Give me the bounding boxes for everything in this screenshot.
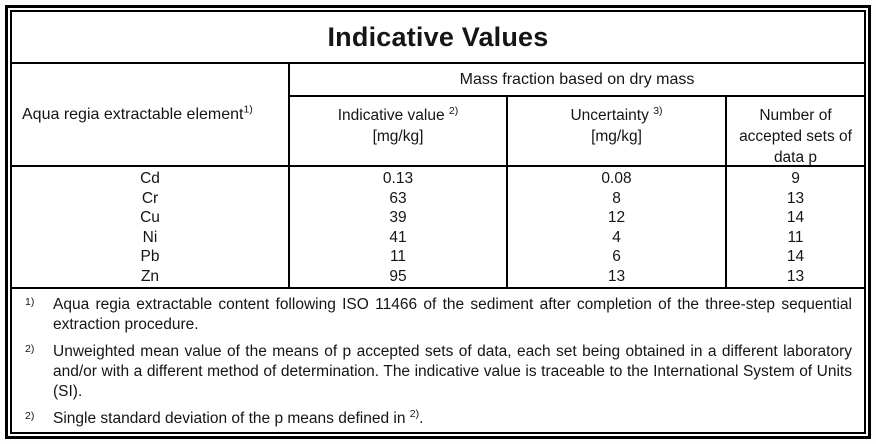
footnote-2-text: Unweighted mean value of the means of p … [53,343,852,400]
column-indicative-values: 0.13 63 39 41 11 95 [290,167,508,287]
footnote-1-text: Aqua regia extractable content following… [53,296,852,333]
footnote-3-text-part: Single standard deviation of the p means… [53,410,410,427]
row-header-text: Aqua regia extractable element [22,105,244,123]
accepted-sets-value: 9 [791,170,800,187]
table-border: Indicative Values Aqua regia extractable… [10,10,866,434]
accepted-sets-value: 14 [786,248,805,266]
column-header-label: Indicative value 2) [290,105,506,126]
column-header-text: Indicative value [337,107,445,124]
uncertainty-value: 13 [607,267,626,285]
element-symbol: Ni [142,228,158,246]
uncertainty-value: 6 [612,248,621,266]
indicative-value: 0.13 [382,170,414,187]
accepted-sets-value: 13 [786,189,805,207]
indicative-value: 95 [389,267,407,285]
uncertainty-value: 4 [612,228,621,246]
indicative-value: 41 [389,228,407,246]
element-symbol: Zn [140,267,160,285]
column-header-text: Uncertainty [570,107,649,124]
indicative-values-table: Aqua regia extractable element1) Mass fr… [12,64,864,289]
uncertainty-value: 0.08 [601,170,632,187]
column-header-unit: [mg/kg] [591,128,642,145]
footnote-ref-3: 3) [653,104,663,117]
column-header-label: Uncertainty 3) [508,105,725,126]
group-header-mass-fraction: Mass fraction based on dry mass [290,64,864,97]
column-header-indicative-value: Indicative value 2) [mg/kg] [290,97,508,167]
element-symbol: Cd [140,170,160,187]
footnote-1-marker: 1) [25,296,35,308]
footnote-2-marker: 2) [25,343,35,355]
element-symbol: Cr [141,189,159,207]
indicative-value: 39 [389,209,407,227]
footnote-2: 2) Unweighted mean value of the means of… [17,342,854,402]
column-header-unit: [mg/kg] [372,128,424,145]
indicative-value: 63 [389,189,407,207]
column-accepted-sets: 9 13 14 11 14 13 [727,167,864,287]
row-header-label: Aqua regia extractable element1) [22,103,253,124]
accepted-sets-value: 13 [786,267,805,285]
footnote-1: 1) Aqua regia extractable content follow… [17,295,854,335]
indicative-value: 11 [389,248,407,266]
footnote-3-marker: 2) [25,410,35,422]
table-title: Indicative Values [12,12,864,64]
accepted-sets-value: 14 [786,209,805,227]
column-elements: Cd Cr Cu Ni Pb Zn [12,167,290,287]
accepted-sets-value: 11 [787,228,804,246]
footnote-3: 2) Single standard deviation of the p me… [17,409,854,429]
footnote-3-period: . [419,410,424,427]
element-symbol: Pb [140,248,160,266]
row-header-element: Aqua regia extractable element1) [12,64,290,167]
footnotes-section: 1) Aqua regia extractable content follow… [12,289,864,432]
column-header-uncertainty: Uncertainty 3) [mg/kg] [508,97,727,167]
footnote-ref-1: 1) [243,103,253,116]
column-header-accepted-sets: Number of accepted sets of data p [727,97,864,167]
uncertainty-value: 12 [607,209,626,227]
document-frame: Indicative Values Aqua regia extractable… [5,5,871,439]
footnote-3-text: Single standard deviation of the p means… [53,409,854,429]
element-symbol: Cu [140,209,160,227]
uncertainty-value: 8 [612,189,621,207]
footnote-ref-inline: 2) [409,407,420,420]
footnote-ref-2: 2) [448,104,459,117]
column-uncertainties: 0.08 8 12 4 6 13 [508,167,727,287]
